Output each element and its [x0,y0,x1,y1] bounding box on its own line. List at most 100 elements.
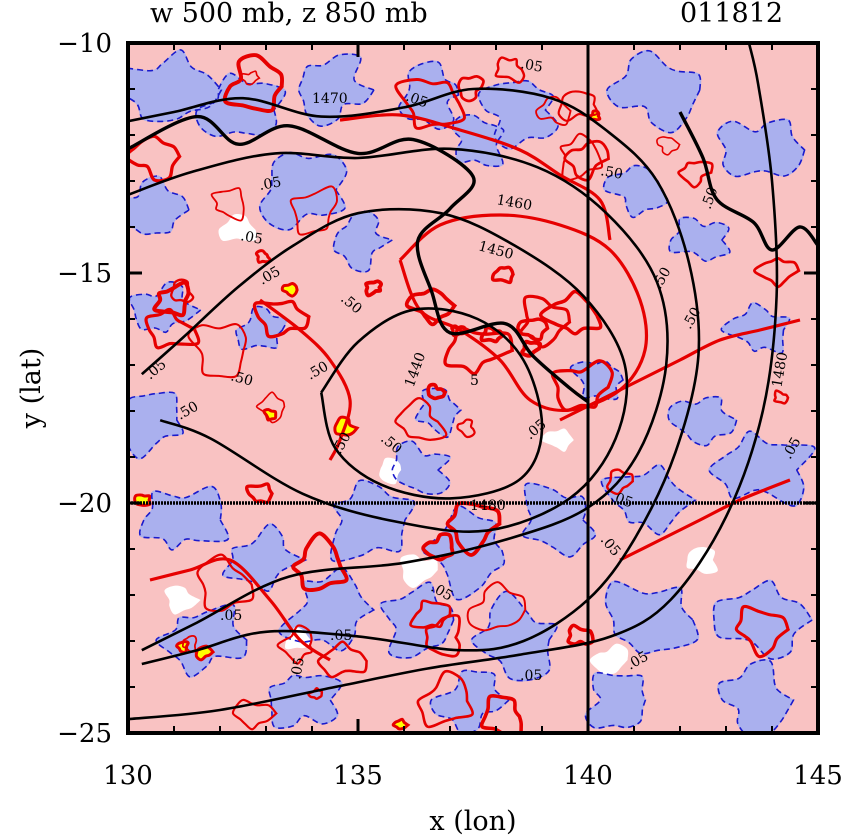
near-zero-w-region [164,585,201,615]
w-contour-label: .05 [520,668,542,684]
w-positive-contour [394,78,466,130]
negative-w-region [421,504,506,601]
w-negative-contour [414,387,463,439]
w-positive-contour [259,298,352,461]
y-tick-label: −25 [57,719,112,749]
near-zero-w-region [218,214,257,242]
negative-w-region [128,49,223,123]
w-negative-contour [421,505,506,601]
w-negative-contour [470,590,558,682]
height-contour-lines [128,43,818,721]
w-positive-contour [276,624,313,665]
near-zero-w-region [589,643,629,675]
w-contour-label: 1480 [470,498,506,514]
w-positive-contour [426,382,448,401]
w-negative-contour [268,674,343,730]
w-negative-contour [278,567,376,652]
x-axis: 130 135 140 145 [103,43,843,791]
negative-w-region [521,482,597,558]
w-negative-contour [720,302,791,355]
w-negative-contour [584,671,647,729]
w-negative-contour [297,53,376,127]
crosshair [128,43,818,733]
negative-w-region [716,118,806,178]
w-negative-contour [604,580,699,655]
height-contour-label: 1480 [769,351,791,389]
w-positive-contour [254,249,272,264]
chart-title-right: 011812 [680,0,783,29]
w-negative-contour [128,49,223,123]
x-axis-label: x (lon) [429,806,516,837]
w-contour-label: .50 [699,185,722,211]
w-positive-contour [443,325,515,376]
negative-w-region [332,210,393,273]
w-positive-contour [479,694,523,733]
w-contour-label: .05 [404,89,430,112]
w-negative-contour [569,360,624,401]
height-contour-1460 [128,147,669,652]
w-positive-contour [291,531,349,592]
w-positive-contour [656,136,681,156]
negative-w-region [717,659,795,733]
w-positive-contour [409,599,452,629]
w-positive-contour [494,56,526,84]
height-contour-1440 [319,307,544,500]
negative-w-region [605,49,702,134]
w-positive-contour [753,257,801,289]
w-positive-contour [559,318,801,422]
w-contour-label: .05 [609,489,635,512]
w-negative-contour [606,49,702,134]
w-negative-contour [138,485,230,551]
w-positive-contour [231,698,278,731]
w-negative-contour [668,216,731,263]
w-positive-contour [619,478,791,562]
w-positive-contour [252,299,311,339]
w-positive-contour [677,160,714,189]
negative-w-region [128,391,184,460]
w-negative-contour [391,440,452,495]
w-negative-contour [258,151,348,231]
strong-updraft-region [280,282,299,298]
w-positive-contour [316,640,368,679]
y-tick-label: −15 [57,259,112,289]
w-positive-contour [421,532,455,562]
w-positive-contour [734,604,791,659]
w-positive-contour [222,53,285,113]
height-contour-label: 1470 [312,91,348,107]
w-positive-contour [170,278,195,304]
w-positive-contour [364,279,384,298]
w-negative-contour [379,581,455,659]
w-negative-contour [398,60,460,131]
y-axis-label: y (lat) [16,348,47,430]
w-negative-contour [717,659,795,733]
w-negative-contour [332,210,395,273]
w-contour-label: .05 [220,608,242,624]
y-tick-label: −20 [57,489,112,519]
w-positive-contour [445,501,502,557]
w-positive-contour [394,396,448,441]
w-positive-contour [289,185,338,236]
w-negative-contour [429,669,511,733]
height-contour-1480 [128,43,779,721]
height-contour-secondary [128,114,590,404]
w-negative-contour [128,175,191,236]
w-contour-label: .50 [599,163,624,183]
w-positive-contour [550,359,614,412]
w-positive-contour [240,70,261,86]
w-positive-contour [339,113,612,241]
w-contour-label: .05 [258,174,283,194]
negative-w-region [600,464,697,536]
x-tick-label: 145 [793,761,843,791]
w-positive-contour [144,307,201,350]
y-tick-label: −10 [57,29,112,59]
height-contour-secondary [678,111,818,252]
negative-w-region [429,669,510,733]
x-tick-label: 140 [563,761,613,791]
negative-w-region [329,479,416,563]
w-contour-label: .05 [239,228,264,248]
w-positive-contour [456,418,476,439]
negative-w-region [668,216,731,262]
w-positive-contour [424,613,461,658]
w-negative-contour [477,79,559,150]
